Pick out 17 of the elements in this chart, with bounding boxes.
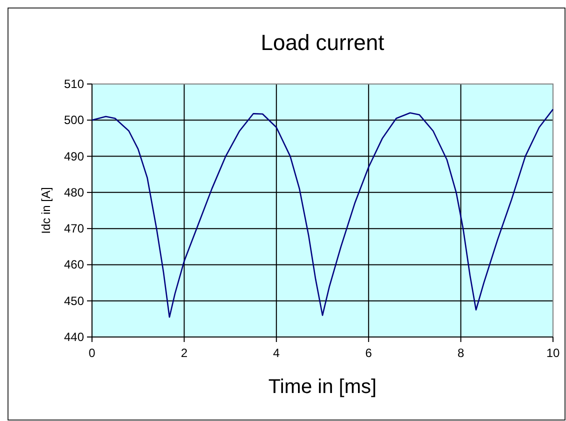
x-tick-label: 0 xyxy=(88,346,96,360)
x-tick-label: 2 xyxy=(180,346,188,360)
x-tick-label: 8 xyxy=(457,346,464,360)
chart-title: Load current xyxy=(260,30,384,55)
y-tick-label: 460 xyxy=(64,258,84,272)
x-tick-label: 6 xyxy=(365,346,372,360)
y-tick-label: 510 xyxy=(64,77,84,91)
y-tick-label: 440 xyxy=(64,330,84,344)
y-tick-label: 480 xyxy=(64,185,84,200)
y-tick-label: 500 xyxy=(64,113,84,128)
y-tick-label: 470 xyxy=(64,222,84,236)
y-tick-label: 450 xyxy=(64,294,84,308)
x-tick-label: 10 xyxy=(546,346,560,360)
x-axis-title: Time in [ms] xyxy=(268,376,377,398)
y-axis-title: Idc in [A] xyxy=(39,187,53,234)
y-tick-label: 490 xyxy=(64,149,84,164)
x-tick-label: 4 xyxy=(273,346,280,360)
